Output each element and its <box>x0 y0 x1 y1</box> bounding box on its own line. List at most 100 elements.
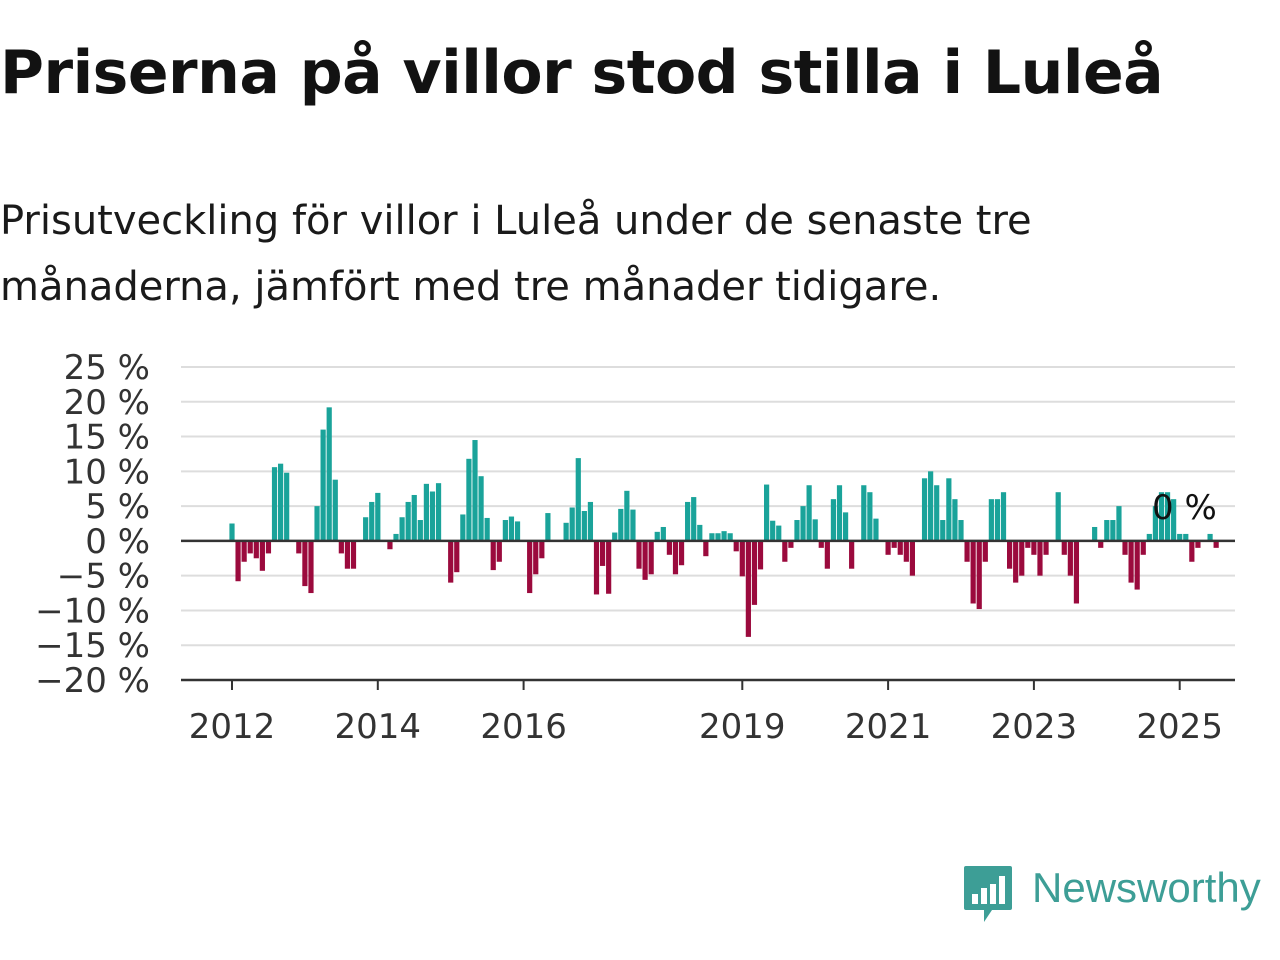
bar <box>842 512 849 541</box>
last-value-label: 0 % <box>1152 488 1217 528</box>
bar <box>1146 533 1152 541</box>
bar <box>794 520 800 541</box>
bar <box>770 520 776 541</box>
bar <box>429 491 436 541</box>
bar <box>484 517 490 541</box>
y-tick-label: 0 % <box>85 522 150 562</box>
bar <box>812 519 818 541</box>
logo-text: Newsworthy <box>1032 864 1261 911</box>
bar <box>265 540 272 554</box>
bar <box>1043 540 1049 555</box>
bar <box>612 532 618 541</box>
bar <box>818 540 824 548</box>
y-tick-label: −10 % <box>35 591 150 631</box>
bar <box>691 497 697 541</box>
bar <box>1183 533 1189 541</box>
bar <box>369 501 375 541</box>
bar <box>891 540 897 548</box>
bar <box>1019 540 1025 576</box>
bar <box>599 540 606 566</box>
bar <box>1037 540 1043 576</box>
bar <box>448 540 454 583</box>
bar <box>751 540 758 605</box>
x-tick-label: 2016 <box>480 707 567 747</box>
bar <box>423 483 429 541</box>
newsworthy-logo-icon <box>964 866 1012 922</box>
y-axis-tick-labels: 25 %20 %15 %10 %5 %0 %−5 %−10 %−15 %−20 … <box>35 348 150 701</box>
bar <box>836 485 843 541</box>
bar <box>648 540 654 575</box>
bar <box>344 540 351 569</box>
bar <box>1189 540 1195 562</box>
bar <box>393 533 399 541</box>
bar <box>940 520 946 541</box>
bar <box>630 509 636 541</box>
bar <box>1213 540 1219 548</box>
bar <box>1122 540 1128 555</box>
bar <box>624 490 630 541</box>
bar <box>241 540 247 562</box>
bar <box>417 520 423 541</box>
bar <box>405 501 411 541</box>
bar <box>800 506 806 541</box>
bar <box>1152 506 1158 541</box>
bar <box>678 540 685 566</box>
bar <box>654 531 660 541</box>
newsworthy-logo[interactable]: Newsworthy <box>962 860 1280 930</box>
bar <box>1177 533 1183 541</box>
y-tick-label: −15 % <box>35 626 150 666</box>
bar <box>472 440 478 541</box>
bar <box>921 478 928 541</box>
bar <box>496 540 502 562</box>
bar <box>332 479 338 541</box>
bar <box>466 458 472 541</box>
bar <box>873 518 879 541</box>
chart-title: Priserna på villor stod stilla i Luleå <box>0 38 1164 108</box>
bar <box>685 501 691 541</box>
bar <box>666 540 672 555</box>
bar <box>320 429 326 541</box>
bar <box>387 540 393 550</box>
bar <box>539 540 545 559</box>
bar <box>709 533 715 541</box>
bar <box>849 540 855 569</box>
bar <box>606 540 612 594</box>
bar <box>897 540 903 555</box>
bar <box>636 540 642 569</box>
bar <box>259 540 265 571</box>
bar <box>563 522 569 541</box>
bar <box>782 540 788 562</box>
bar <box>1171 499 1177 541</box>
bar <box>952 499 958 541</box>
x-axis-tick-labels: 2012 2014 2016 2019 2021 2023 2025 <box>189 680 1223 747</box>
bar <box>514 521 521 541</box>
bar <box>1055 492 1061 541</box>
bar <box>1207 533 1213 541</box>
bar <box>587 501 594 541</box>
bar <box>776 525 782 541</box>
bar <box>460 514 466 541</box>
bar <box>788 540 794 548</box>
bar <box>976 540 982 610</box>
bar <box>502 520 508 541</box>
bar <box>314 506 320 541</box>
bar <box>338 540 344 554</box>
bar-chart: 25 %20 %15 %10 %5 %0 %−5 %−10 %−15 %−20 … <box>35 348 1235 747</box>
bar <box>672 540 679 575</box>
bar <box>575 458 581 541</box>
bar <box>1104 520 1110 541</box>
bar <box>958 520 964 541</box>
bar <box>660 526 666 541</box>
bar <box>527 540 533 594</box>
bar <box>1098 540 1104 548</box>
bar <box>569 507 575 541</box>
bar <box>909 540 915 576</box>
bar <box>867 492 873 541</box>
bar <box>296 540 302 554</box>
bar <box>1116 506 1122 541</box>
bar <box>411 494 417 541</box>
x-tick-label: 2025 <box>1136 707 1223 747</box>
bar <box>1128 540 1134 583</box>
bar <box>478 476 484 541</box>
bar <box>970 540 976 604</box>
